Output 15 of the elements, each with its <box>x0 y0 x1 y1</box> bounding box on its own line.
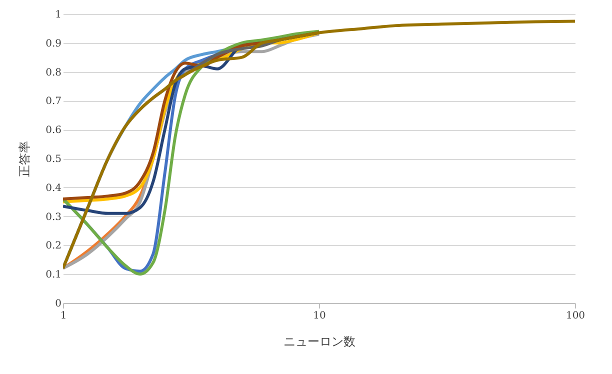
y-tick-label: 0.3 <box>46 212 62 223</box>
y-tick-label: 0.5 <box>46 154 62 165</box>
y-tick-label: 0.8 <box>46 67 62 78</box>
y-tick-label: 0.6 <box>46 125 62 136</box>
y-tick-label: 0.4 <box>46 182 62 194</box>
y-tick-label: 0.7 <box>46 96 62 108</box>
x-tick-label: 100 <box>566 310 586 322</box>
x-axis-title: ニューロン数 <box>284 334 356 348</box>
y-tick-label: 0.9 <box>46 38 62 50</box>
x-tick-label: 10 <box>313 310 326 322</box>
y-axis-title: 正答率 <box>18 141 32 177</box>
y-tick-label: 0.1 <box>46 270 62 281</box>
y-tick-label: 1 <box>55 10 62 20</box>
y-tick-label: 0 <box>55 298 62 310</box>
y-tick-label: 0.2 <box>46 240 62 252</box>
